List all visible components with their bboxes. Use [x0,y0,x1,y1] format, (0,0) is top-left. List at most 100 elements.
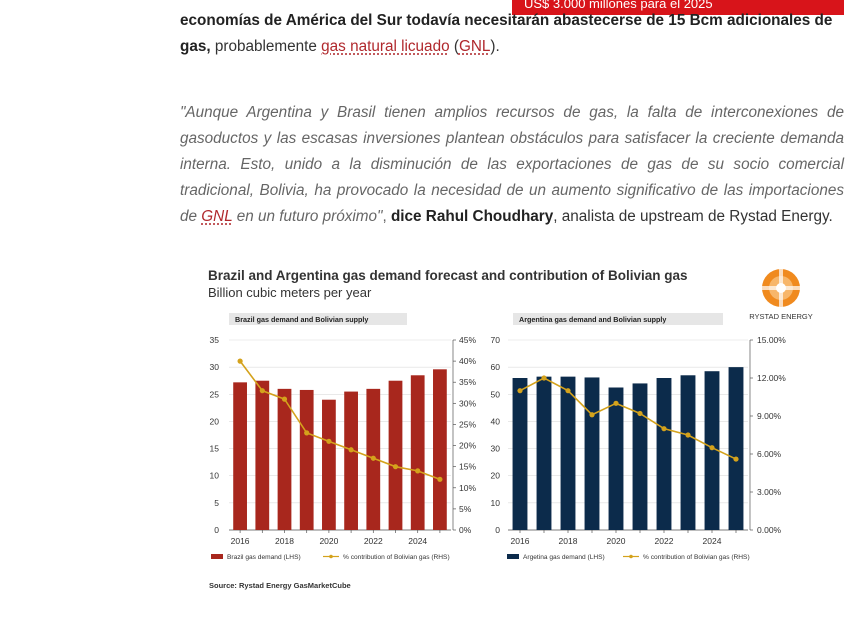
line-point [259,388,265,394]
legend-line-marker [629,554,633,559]
panel-title-box [229,313,407,325]
y-tick-label-left: 60 [491,362,501,372]
forecast-figure: Brazil and Argentina gas demand forecast… [197,258,819,600]
bolivian-share-line [239,360,441,481]
lng-link[interactable]: gas natural licuado [321,38,450,55]
y-tick-label-right: 25% [459,419,476,429]
line-point [304,430,310,436]
y-tick-label-left: 50 [491,389,501,399]
y-tick-label-right: 12.00% [757,373,786,383]
bar [322,399,336,530]
y-tick-label-left: 0 [214,525,219,535]
panel-title: Argentina gas demand and Bolivian supply [519,315,666,324]
bar [656,378,672,530]
figure-subtitle: Billion cubic meters per year [208,285,372,300]
line-point [517,388,523,394]
bar [512,378,528,530]
line-point [733,456,739,462]
bar [560,376,576,530]
article-paragraph: economías de América del Sur todavía nec… [180,8,844,60]
line-point [637,410,643,417]
line-point [392,464,399,470]
figure-source: Source: Rystad Energy GasMarketCube [209,581,351,590]
y-tick-label-left: 30 [491,444,501,454]
y-tick-label-right: 45% [459,335,476,345]
y-tick-label-right: 40% [459,356,476,366]
x-tick-label: 2020 [319,536,338,546]
bar [255,380,270,530]
y-tick-label-left: 0 [495,525,500,535]
bar [536,376,552,530]
paragraph-text: probablemente [210,38,322,55]
bar [344,391,358,530]
y-tick-label-left: 10 [210,471,220,481]
x-tick-label: 2022 [364,536,383,546]
x-tick-label: 2018 [275,536,294,546]
legend-line-label: % contribution of Bolivian gas (RHS) [643,554,750,561]
x-tick-label: 2016 [511,536,530,546]
legend-bar-label: Brazil gas demand (LHS) [227,554,301,561]
y-tick-label-left: 35 [210,335,220,345]
line-point [437,476,443,482]
legend-bar-swatch [507,554,519,559]
y-tick-label-left: 10 [491,498,501,508]
quote-text: , [382,208,391,225]
y-tick-label-left: 20 [491,471,501,481]
gnl-link[interactable]: GNL [458,38,491,55]
legend-line-label: % contribution of Bolivian gas (RHS) [343,554,450,561]
bar [410,375,425,530]
legend-bar-swatch [211,554,223,559]
x-tick-label: 2024 [408,536,427,546]
argentina-chart: Argentina gas demand and Bolivian supply… [491,313,786,561]
x-tick-label: 2016 [231,536,250,546]
bar [299,389,314,530]
y-tick-label-right: 35% [459,377,476,387]
y-tick-label-left: 25 [210,389,220,399]
line-point [565,388,571,394]
y-tick-label-right: 6.00% [757,449,782,459]
line-point [589,412,595,418]
y-tick-label-right: 3.00% [757,487,782,497]
bar [680,375,696,530]
forecast-figure-svg: Brazil and Argentina gas demand forecast… [208,268,813,590]
bar [632,383,648,530]
bar [584,377,600,530]
line-point [281,396,288,402]
figure-title: Brazil and Argentina gas demand forecast… [208,268,688,283]
y-tick-label-right: 30% [459,398,476,408]
y-tick-label-left: 5 [214,498,219,508]
line-point [237,358,243,364]
paragraph-bold-text: economías de América del Sur todavía nec… [180,12,833,55]
bar [277,388,292,530]
line-point [661,426,667,432]
y-tick-label-left: 70 [491,335,501,345]
line-point [613,400,619,406]
y-tick-label-right: 15.00% [757,335,786,345]
y-tick-label-right: 0% [459,525,472,535]
brazil-chart: Brazil gas demand and Bolivian supply 0 5 1… [210,313,476,561]
x-tick-label: 2018 [559,536,578,546]
brand-label: RYSTAD ENERGY [749,312,813,321]
bar [433,369,447,530]
y-tick-label-right: 0.00% [757,525,782,535]
bolivian-share-line [519,377,737,460]
bar [728,367,744,530]
line-point [326,438,332,444]
y-tick-label-right: 20% [459,441,476,451]
y-tick-label-left: 20 [210,416,220,426]
y-tick-label-right: 5% [459,504,472,514]
line-point [709,445,715,451]
x-tick-label: 2024 [703,536,722,546]
paragraph-text: ( [449,38,459,55]
promo-banner[interactable]: US$ 3.000 millones para el 2025 [512,0,844,15]
line-point [685,432,691,438]
quote-text: , analista de upstream de Rystad Energy. [553,208,833,225]
quote-paragraph: "Aunque Argentina y Brasil tienen amplio… [180,100,844,230]
x-tick-label: 2020 [607,536,626,546]
y-tick-label-right: 9.00% [757,411,782,421]
gnl-link[interactable]: GNL [201,208,233,225]
y-tick-label-left: 40 [491,416,501,426]
bar [233,382,247,530]
line-point [415,468,421,474]
quote-text: en un futuro próximo" [232,208,383,225]
